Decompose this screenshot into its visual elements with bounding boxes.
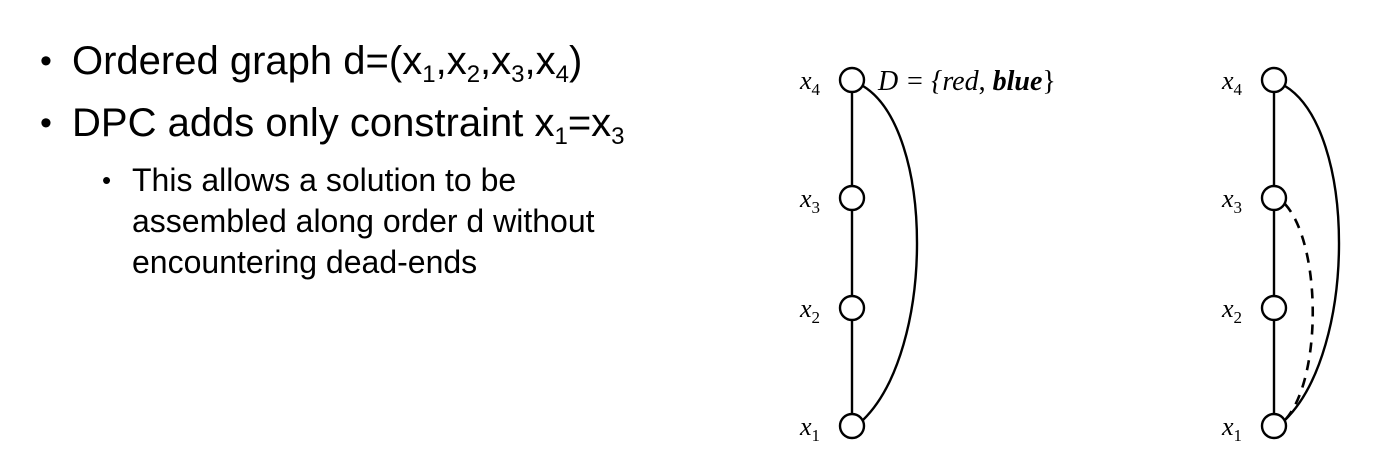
label-x3: x3 — [799, 184, 820, 217]
node-x3 — [838, 184, 866, 212]
label-x2: x2 — [799, 294, 820, 327]
var-x: x — [535, 39, 556, 83]
sub-bullet-text: This allows a solution to be assembled a… — [132, 162, 595, 280]
node-x1 — [1260, 412, 1288, 440]
subscript: 4 — [555, 61, 570, 88]
node-x3 — [1260, 184, 1288, 212]
sub-bullet-solution: This allows a solution to be assembled a… — [96, 160, 652, 283]
domain-label: D = {red, blue} — [877, 66, 1056, 97]
edge-x4-x1 — [1284, 84, 1341, 421]
subscript: 3 — [611, 123, 625, 150]
separator: , — [435, 39, 447, 83]
edge-x3-x1-induced — [1284, 203, 1315, 421]
var-x: x — [491, 39, 512, 83]
var-x: x — [402, 39, 423, 83]
var-x: x — [446, 39, 467, 83]
paren-close: ) — [569, 39, 583, 83]
bullet-ordered-graph: Ordered graph d=(x1,x2,x3,x4) — [36, 30, 736, 92]
subscript: 1 — [422, 61, 436, 88]
label-x1: x1 — [799, 412, 820, 445]
subscript: 1 — [554, 123, 568, 150]
subscript: 3 — [511, 61, 525, 88]
subscript: 2 — [466, 61, 481, 88]
node-x2 — [1260, 294, 1288, 322]
label-x2: x2 — [1221, 294, 1242, 327]
bullet-list: Ordered graph d=(x1,x2,x3,x4) DPC adds o… — [36, 30, 736, 283]
constraint-graph-right: x4 x3 x2 x1 — [1221, 66, 1341, 445]
bullet-ordered-graph-text: Ordered graph d=( — [72, 39, 403, 83]
label-x1: x1 — [1221, 412, 1242, 445]
label-x4: x4 — [799, 66, 821, 99]
bullet-dpc-constraint: DPC adds only constraint x1=x3 — [36, 92, 736, 154]
var-x: x — [534, 101, 555, 145]
constraint-graph-left: x4 x3 x2 x1 D = {red, blue} — [799, 66, 1056, 445]
node-x4 — [1260, 66, 1288, 94]
equals-sign: = — [567, 101, 592, 145]
edge-x4-x1 — [862, 84, 919, 421]
node-x1 — [838, 412, 866, 440]
var-x: x — [591, 101, 612, 145]
bullet-dpc-text: DPC adds only constraint — [72, 101, 535, 145]
node-x4 — [838, 66, 866, 94]
separator: , — [524, 39, 536, 83]
node-x2 — [838, 294, 866, 322]
label-x4: x4 — [1221, 66, 1243, 99]
separator: , — [480, 39, 492, 83]
label-x3: x3 — [1221, 184, 1242, 217]
